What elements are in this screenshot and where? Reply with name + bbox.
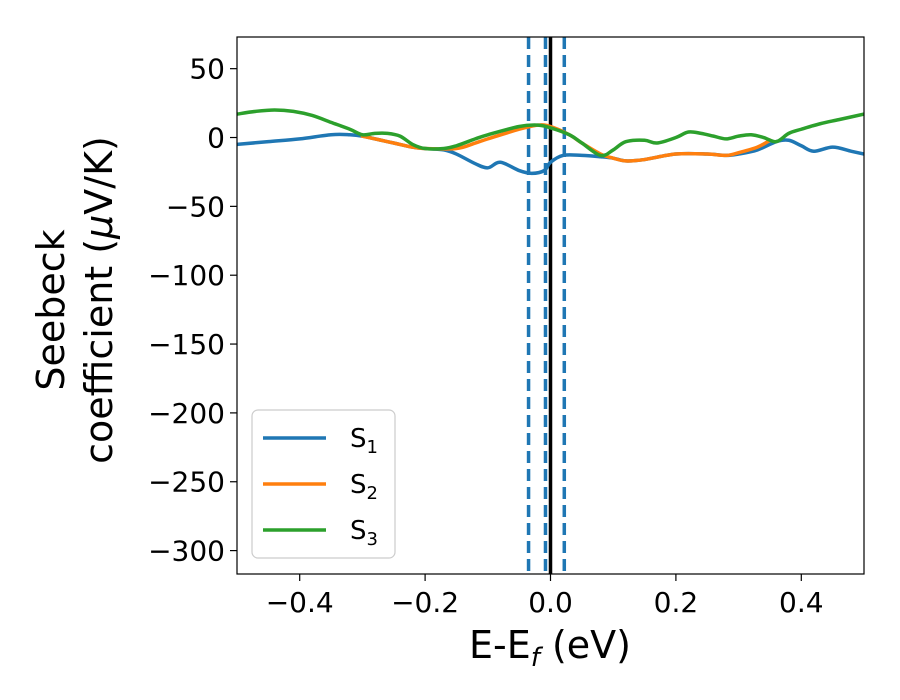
x-tick-label: 0.2 (654, 586, 699, 619)
y-axis-label: Seebeck coefficient (μV/K) (29, 136, 121, 464)
x-tick-label: 0.4 (779, 586, 824, 619)
x-axis-label-main: E-E (469, 623, 531, 667)
series-layer (237, 108, 864, 176)
series-line-s3 (237, 108, 864, 158)
y-tick-label: −250 (148, 466, 225, 499)
legend-label-s2: S2 (350, 470, 378, 504)
y-tick-label: 50 (189, 53, 225, 86)
y-axis-label-line2: coefficient (μV/K) (77, 136, 121, 464)
legend: S1 S2 S3 (251, 409, 396, 559)
legend-label-s3: S3 (350, 516, 378, 550)
y-axis-label-mu: μ (77, 215, 121, 240)
x-tick-label: −0.2 (391, 586, 459, 619)
x-axis-ticks: −0.4 −0.2 0.0 0.2 0.4 (266, 574, 824, 619)
x-axis-label: E-Ef (eV) (469, 623, 631, 673)
x-tick-label: 0.0 (528, 586, 573, 619)
y-tick-label: −300 (148, 535, 225, 568)
y-axis-ticks: 50 0 −50 −100 −150 −200 −250 −300 (148, 53, 237, 568)
legend-label-s1: S1 (350, 424, 378, 458)
y-axis-label-unit: V/K) (77, 136, 121, 215)
y-axis-label-line2-text: coefficient ( (77, 239, 121, 464)
y-tick-label: −50 (166, 190, 225, 223)
x-axis-label-unit: (eV) (540, 623, 631, 667)
y-tick-label: −150 (148, 328, 225, 361)
y-tick-label: 0 (207, 122, 225, 155)
x-tick-label: −0.4 (266, 586, 334, 619)
y-axis-label-line1: Seebeck (29, 229, 73, 390)
y-tick-label: −200 (148, 397, 225, 430)
y-tick-label: −100 (148, 259, 225, 292)
